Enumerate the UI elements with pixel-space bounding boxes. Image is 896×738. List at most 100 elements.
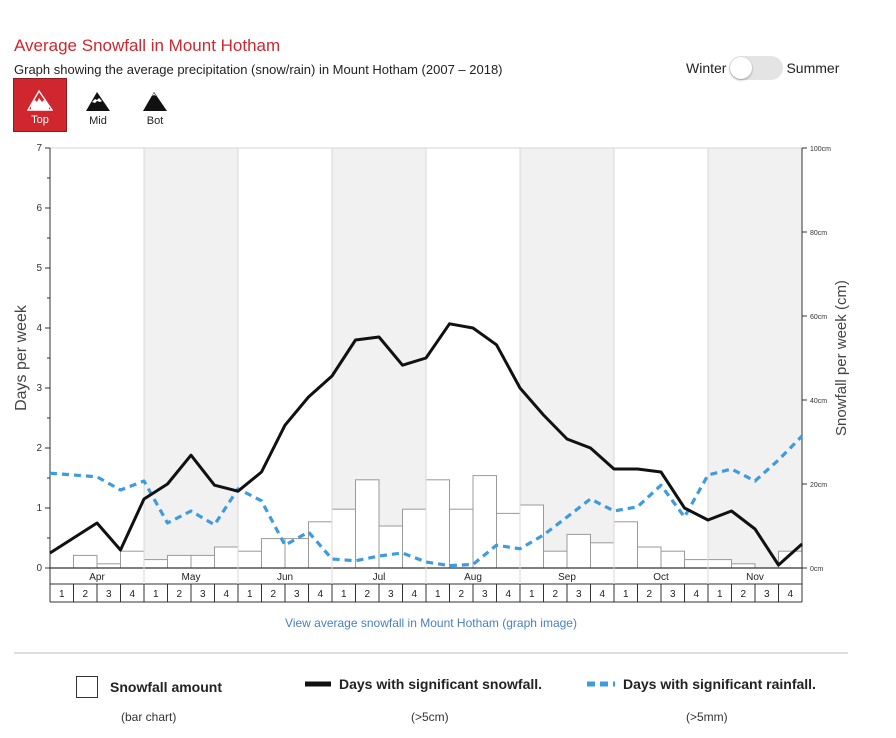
week-label: 2 (82, 589, 88, 600)
rain-days-line (49, 434, 804, 568)
y-left-tick-label: 5 (36, 263, 42, 274)
week-label: 1 (341, 589, 347, 600)
month-label: Jun (277, 572, 293, 583)
week-label: 4 (505, 589, 511, 600)
week-label: 3 (294, 589, 300, 600)
week-label: 4 (223, 589, 229, 600)
month-band-may (144, 148, 238, 568)
snowfall-bar (73, 554, 98, 569)
week-label: 1 (717, 589, 723, 600)
snowfall-bar (425, 479, 450, 569)
month-label: Nov (746, 572, 764, 583)
snow-days-line (49, 322, 803, 567)
elevation-tab-label: Bot (146, 115, 164, 127)
mountain-mid-icon (86, 92, 110, 111)
week-label: 3 (576, 589, 582, 600)
view-graph-image-link[interactable]: View average snowfall in Mount Hotham (g… (285, 616, 577, 630)
month-label: Jul (373, 572, 386, 583)
week-label: 2 (552, 589, 558, 600)
snowfall-bar (261, 538, 286, 569)
snowfall-bar (731, 563, 756, 569)
week-label: 3 (388, 589, 394, 600)
snowfall-bar (590, 542, 615, 569)
month-band-sep (520, 148, 614, 568)
y-left-tick-label: 1 (36, 503, 42, 514)
month-label: Aug (464, 572, 482, 583)
week-label: 3 (764, 589, 770, 600)
snowfall-bar (684, 559, 709, 569)
toggle-knob (730, 57, 753, 79)
month-label: Oct (653, 572, 669, 583)
week-label: 3 (670, 589, 676, 600)
snowfall-bar (120, 550, 145, 569)
snowfall-bar (143, 559, 168, 569)
y-right-tick-label: 60cm (810, 314, 827, 321)
snowfall-bar (707, 559, 732, 569)
season-toggle[interactable] (729, 56, 784, 80)
snowfall-bar (96, 563, 121, 569)
summer-label: Summer (786, 60, 840, 76)
month-label: May (182, 572, 201, 583)
week-label: 2 (458, 589, 464, 600)
legend-sublabel: (bar chart) (121, 710, 177, 724)
legend-label: Snowfall amount (110, 679, 222, 695)
y-right-tick-label: 0cm (810, 566, 823, 573)
y-right-axis-title: Snowfall per week (cm) (833, 280, 850, 436)
week-label: 1 (529, 589, 535, 600)
page-subtitle: Graph showing the average precipitation … (14, 62, 503, 77)
y-left-tick-label: 0 (36, 563, 42, 574)
snowfall-bar (637, 546, 662, 569)
week-label: 2 (740, 589, 746, 600)
legend-sublabel: (>5mm) (686, 710, 728, 724)
winter-label: Winter (686, 60, 727, 76)
week-label: 4 (599, 589, 605, 600)
week-label: 1 (435, 589, 441, 600)
elevation-tab-mid[interactable]: Mid (71, 78, 125, 132)
snowfall-bar (402, 508, 427, 569)
month-label: Sep (558, 572, 576, 583)
week-label: 2 (646, 589, 652, 600)
month-label: Apr (89, 572, 105, 583)
week-label: 3 (106, 589, 112, 600)
week-label: 4 (411, 589, 417, 600)
week-label: 2 (176, 589, 182, 600)
mountain-bot-icon (143, 92, 167, 111)
week-label: 4 (317, 589, 323, 600)
elevation-tab-bot[interactable]: Bot (128, 78, 182, 132)
mountain-top-icon (27, 89, 53, 111)
y-left-tick-label: 4 (36, 323, 42, 334)
y-left-tick-label: 3 (36, 383, 42, 394)
snowfall-bar (613, 521, 638, 569)
snowfall-bar (167, 554, 192, 569)
y-right-tick-label: 80cm (810, 230, 827, 237)
legend-label: Days with significant snowfall. (339, 676, 543, 692)
legend-snowfall-amount: Snowfall amount (76, 676, 222, 698)
page-title: Average Snowfall in Mount Hotham (14, 36, 281, 55)
y-right-tick-label: 100cm (810, 146, 831, 153)
snowfall-bar (566, 533, 591, 569)
dashed-line-swatch-icon (587, 681, 615, 687)
week-label: 2 (364, 589, 370, 600)
week-label: 1 (247, 589, 253, 600)
snowfall-bar (543, 550, 568, 569)
week-label: 2 (270, 589, 276, 600)
week-label: 1 (153, 589, 159, 600)
snowfall-bar (237, 550, 262, 569)
week-label: 1 (623, 589, 629, 600)
season-toggle-group: Winter Summer (686, 56, 839, 80)
divider (14, 652, 848, 654)
week-label: 3 (482, 589, 488, 600)
week-label: 4 (787, 589, 793, 600)
y-right-tick-label: 20cm (810, 482, 827, 489)
snowfall-chart: 0 1 2 3 4 5 6 7 0cm 20cm 40cm 60cm 80cm 100cm Days per… (13, 143, 850, 603)
week-label: 3 (200, 589, 206, 600)
week-label: 4 (693, 589, 699, 600)
snowfall-bar (214, 546, 239, 569)
legend-rain-days: Days with significant rainfall. (587, 676, 816, 692)
y-right-tick-label: 40cm (810, 398, 827, 405)
elevation-tab-top[interactable]: Top (13, 78, 67, 132)
snowfall-bar (660, 550, 685, 569)
month-band-nov (708, 148, 802, 568)
snowfall-bar (378, 525, 403, 569)
elevation-tab-label: Mid (89, 115, 107, 127)
